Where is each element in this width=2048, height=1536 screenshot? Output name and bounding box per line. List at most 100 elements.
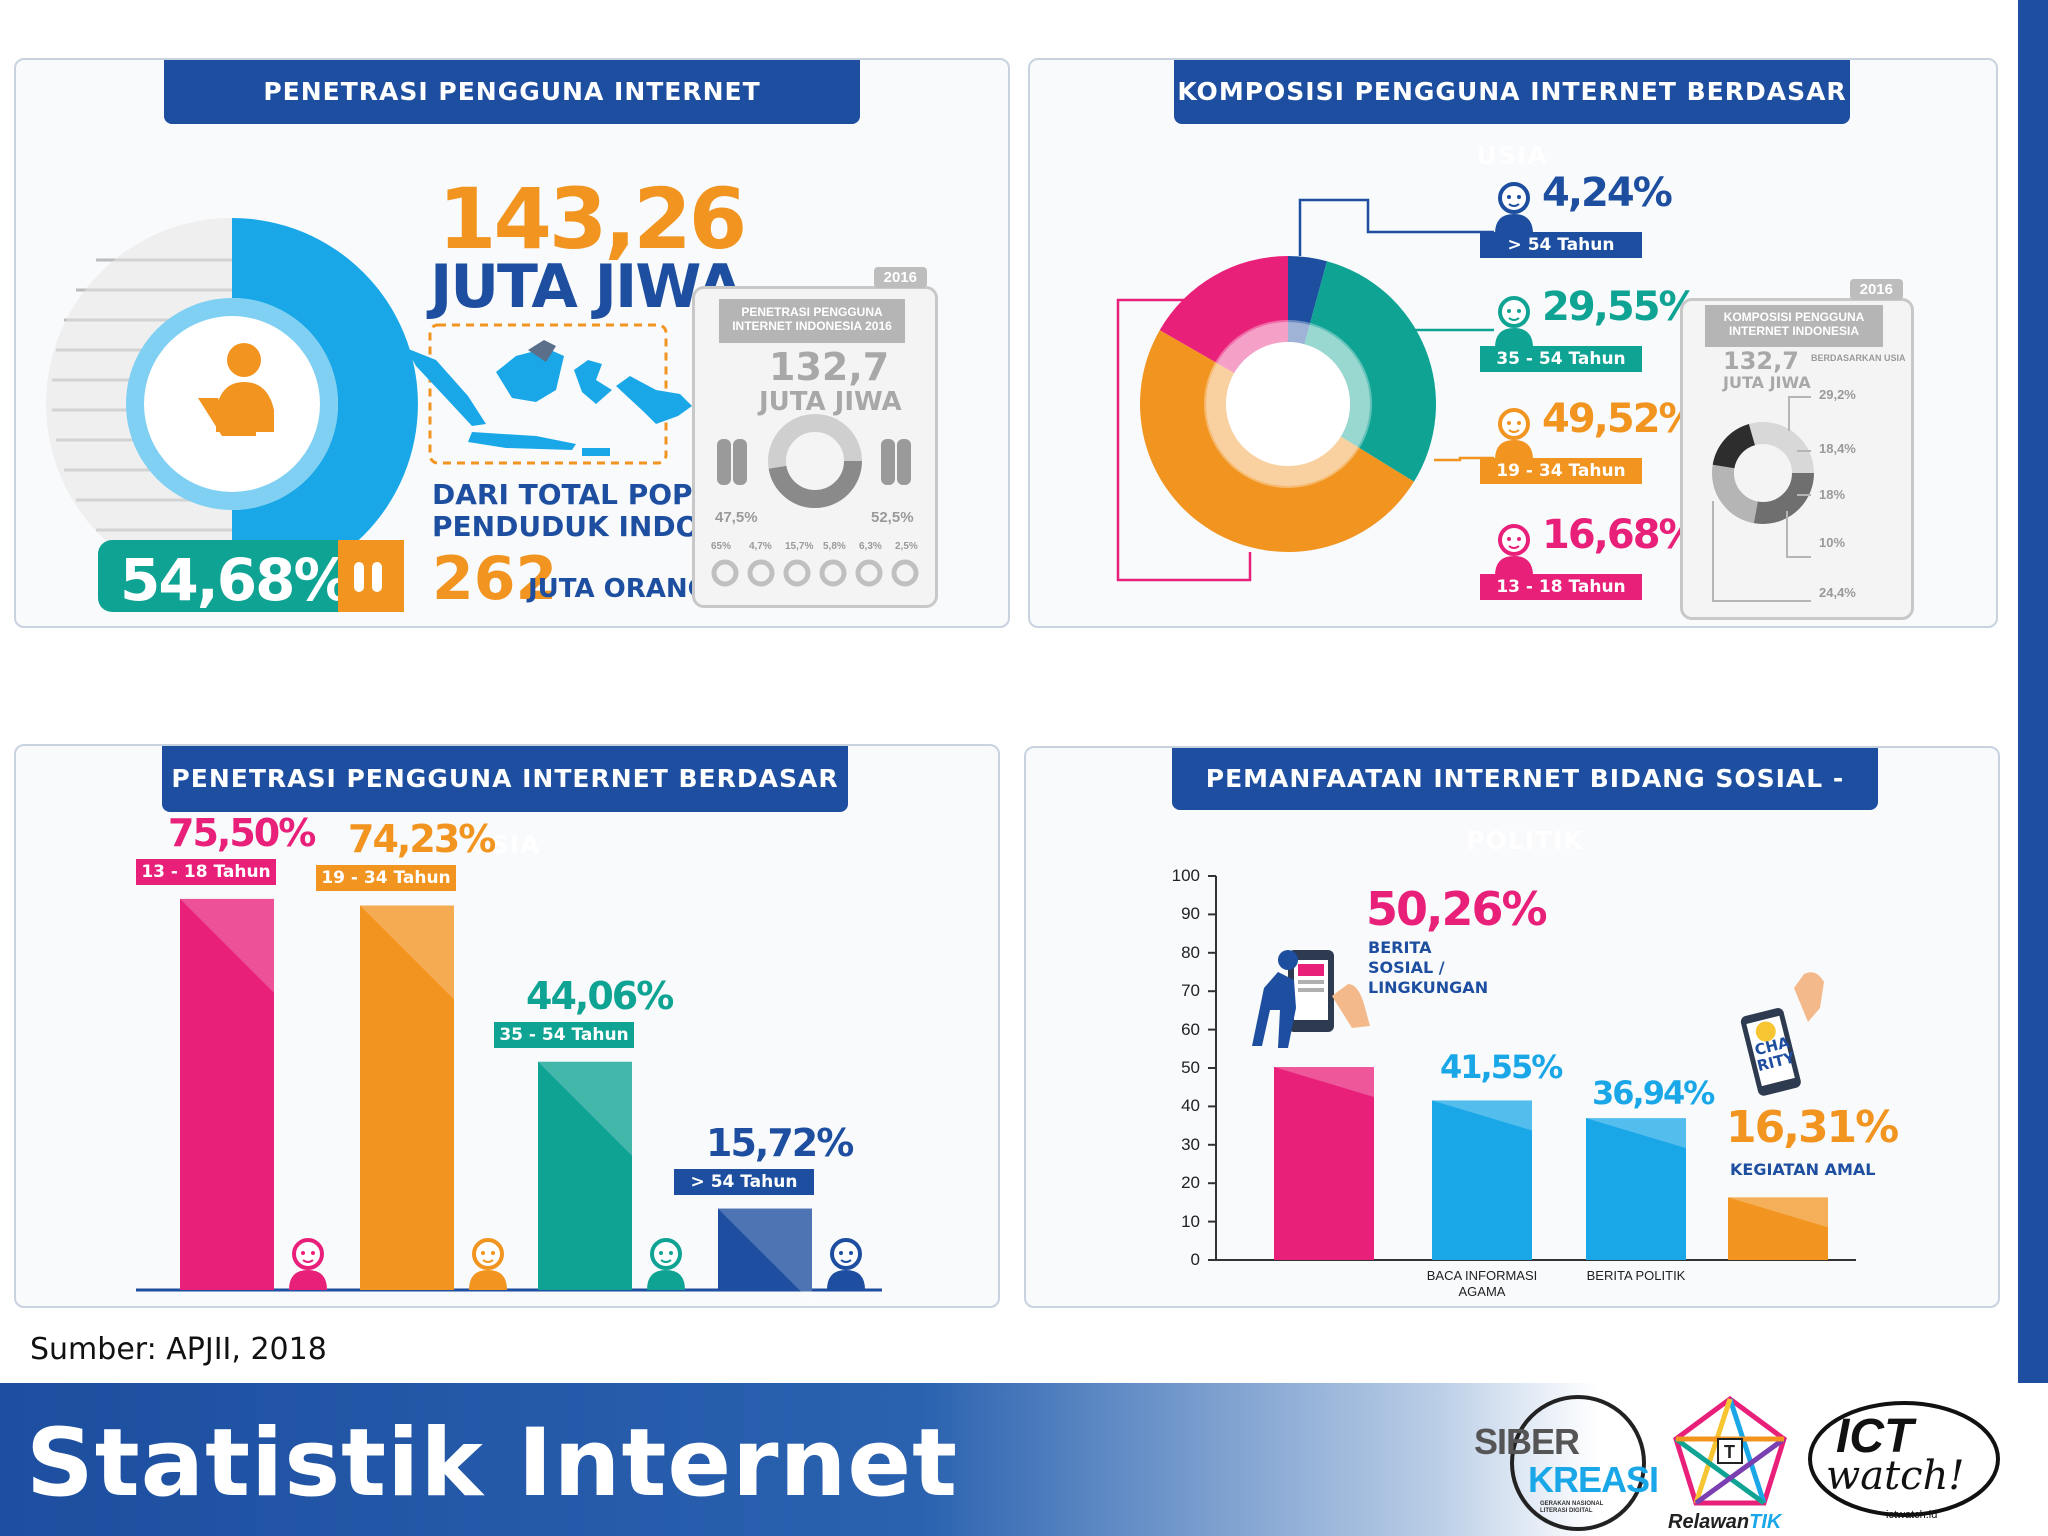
- donut-slice: [1304, 261, 1436, 482]
- panel-title: PEMANFAATAN INTERNET BIDANG SOSIAL - POL…: [1172, 748, 1878, 855]
- source-text: Sumber: APJII, 2018: [30, 1332, 327, 1367]
- footer-banner: Statistik Internet SIBER KREASI GERAKAN …: [0, 1383, 2048, 1536]
- inset-pct: 65%: [711, 541, 732, 552]
- bar-value-label: 75,50%: [168, 810, 316, 855]
- donut-slice: [1139, 330, 1414, 553]
- donut-value-label: 49,52%: [1542, 396, 1699, 442]
- ict-url: ictwatch.id: [1886, 1509, 1938, 1521]
- inset-title-box: PENETRASI PENGGUNA INTERNET INDONESIA 20…: [719, 299, 905, 343]
- inset-pct: 18%: [1819, 487, 1846, 502]
- y-tick-label: 20: [1181, 1173, 1200, 1193]
- bar-category-tag: 13 - 18 Tahun: [136, 858, 276, 885]
- relawan-text: Relawan: [1668, 1511, 1750, 1533]
- bar: [1586, 1118, 1686, 1260]
- y-tick-label: 80: [1181, 942, 1200, 962]
- charity-phone-icon: [1740, 1008, 1801, 1096]
- donut-category-tag: > 54 Tahun: [1480, 232, 1642, 258]
- penetration-arc: [232, 218, 418, 590]
- donut-value-label: 4,24%: [1542, 170, 1673, 216]
- y-tick-label: 60: [1181, 1019, 1200, 1039]
- social-bar-chart: [1208, 875, 1856, 1261]
- inset-number: 132,7: [769, 345, 890, 389]
- bar: [360, 905, 454, 1290]
- donut-slice: [1288, 256, 1327, 345]
- inset-number: 132,7: [1723, 347, 1799, 375]
- x-category-label: BACA INFORMASI AGAMA: [1426, 1268, 1538, 1299]
- y-tick-label: 70: [1181, 981, 1200, 1001]
- penetration-donut: [46, 218, 418, 590]
- bar-shine: [180, 898, 274, 993]
- y-tick-label: 40: [1181, 1096, 1200, 1116]
- donut-value-label: 29,55%: [1542, 284, 1699, 330]
- inset-pct: 4,7%: [749, 541, 772, 552]
- siber-text: SIBER: [1474, 1421, 1580, 1462]
- inset-pct: 15,7%: [785, 541, 814, 552]
- bar-value-label: 50,26%: [1366, 882, 1548, 936]
- bar-value-label: 74,23%: [348, 817, 496, 862]
- bar-shine: [538, 1061, 632, 1156]
- inset-2016-komposisi: 2016 KOMPOSISI PENGGUNA INTERNET INDONES…: [1680, 279, 1914, 620]
- bar-shine: [1586, 1118, 1686, 1149]
- population-unit: JUTA ORANG: [528, 574, 710, 604]
- inset-pct: 10%: [1819, 535, 1846, 550]
- inset-pct: 5,8%: [823, 541, 846, 552]
- inset-2016: 2016 PENETRASI PENGGUNA INTERNET INDONES…: [692, 267, 938, 608]
- inset-unit: JUTA JIWA: [1723, 373, 1811, 392]
- bar-category-tag: 35 - 54 Tahun: [494, 1021, 634, 1048]
- donut-slice-highlight: [1304, 322, 1372, 449]
- donut-category-tag: 13 - 18 Tahun: [1480, 574, 1642, 600]
- inset-pct: 6,3%: [859, 541, 882, 552]
- bar-value-label: 36,94%: [1592, 1074, 1715, 1112]
- age-donut-chart: [1116, 182, 1533, 582]
- big-unit: JUTA JIWA: [430, 252, 743, 322]
- watch-text: watch!: [1826, 1453, 1965, 1499]
- y-tick-label: 30: [1181, 1134, 1200, 1154]
- donut-connector: [1434, 456, 1494, 462]
- bar-shine: [1728, 1197, 1828, 1228]
- people-icon: [338, 540, 404, 612]
- inset-title-2: INTERNET INDONESIA 2016: [732, 319, 892, 333]
- x-category-label: BERITA POLITIK: [1586, 1268, 1686, 1283]
- right-accent-bar: [2018, 0, 2048, 1383]
- bar-shine: [1432, 1100, 1532, 1131]
- bar: [180, 898, 274, 1290]
- tik-text: TIK: [1749, 1511, 1782, 1533]
- bar: [538, 1061, 632, 1290]
- bar-shine: [718, 1208, 812, 1303]
- bar-shine: [360, 905, 454, 1000]
- bar-category-tag: > 54 Tahun: [674, 1168, 814, 1195]
- donut-connector: [1116, 298, 1252, 582]
- panel-sosial-politik: PEMANFAATAN INTERNET BIDANG SOSIAL - POL…: [1024, 746, 2000, 1308]
- panel-penetrasi: PENETRASI PENGGUNA INTERNET 54,68%: [14, 58, 1010, 628]
- age-person-icon: [1495, 408, 1533, 460]
- inset-title-1: KOMPOSISI PENGGUNA: [1723, 310, 1865, 324]
- bar-value-label: 41,55%: [1440, 1048, 1563, 1086]
- inset-left-pct: 47,5%: [715, 509, 758, 526]
- ict-text: ICT: [1836, 1410, 1914, 1463]
- ictwatch-logo: ICT watch! ictwatch.id: [1806, 1401, 2002, 1525]
- donut-slice-highlight: [1203, 362, 1360, 489]
- bar: [1728, 1197, 1828, 1260]
- inset-title-box: KOMPOSISI PENGGUNA INTERNET INDONESIA: [1705, 305, 1883, 347]
- age-person-icon: [469, 1238, 507, 1290]
- y-tick-label: 50: [1181, 1058, 1200, 1077]
- bar-value-label: 16,31%: [1726, 1102, 1899, 1153]
- inset-donut: [1712, 396, 1814, 602]
- bar-value-label: 15,72%: [706, 1120, 854, 1165]
- indonesia-map: [406, 323, 692, 465]
- siber-sub: GERAKAN NASIONAL LITERASI DIGITAL: [1540, 1501, 1604, 1514]
- inset-pct: 2,5%: [895, 541, 918, 552]
- bar: [1274, 1067, 1374, 1260]
- age-person-icon: [647, 1238, 685, 1290]
- laptop-user-icon: [198, 343, 274, 436]
- kreasi-text: KREASI: [1528, 1459, 1659, 1500]
- y-tick-label: 0: [1190, 1250, 1200, 1269]
- population-number: 262: [432, 544, 558, 614]
- age-person-icon: [1495, 182, 1533, 234]
- age-person-icon: [1495, 524, 1533, 576]
- bar-annotation: BERITA SOSIAL / LINGKUNGAN: [1368, 938, 1489, 997]
- donut-category-tag: 19 - 34 Tahun: [1480, 458, 1642, 484]
- panel-penetrasi-usia: PENETRASI PENGGUNA INTERNET BERDASAR USI…: [14, 744, 1000, 1308]
- inset-title-2: INTERNET INDONESIA: [1728, 324, 1859, 338]
- footer-title: Statistik Internet: [26, 1409, 959, 1518]
